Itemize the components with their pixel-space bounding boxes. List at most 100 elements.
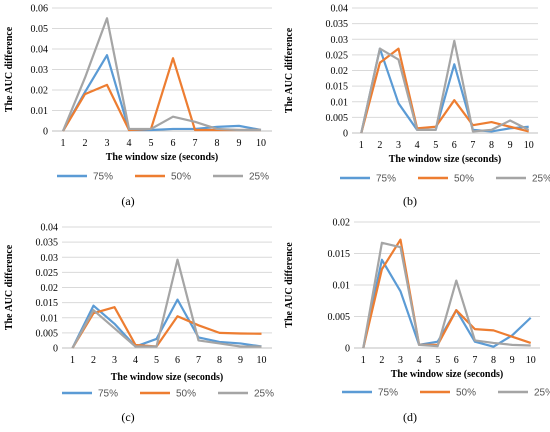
x-tick-label: 2: [83, 138, 88, 149]
y-tick-label: 0.02: [41, 283, 59, 294]
x-tick-label: 3: [396, 140, 401, 151]
y-tick-label: 0: [43, 127, 48, 138]
x-axis-title: The window size (seconds): [391, 369, 504, 380]
y-tick-label: 0.04: [31, 45, 49, 56]
x-tick-label: 8: [489, 140, 494, 151]
legend-label: 75%: [98, 389, 118, 400]
panel-caption-a: (a): [121, 194, 135, 208]
y-tick-label: 0.015: [328, 249, 351, 260]
y-tick-label: 0.01: [331, 97, 349, 108]
chart-panel-b: 0 0.005 0.01 0.015 0.02 0.025 0.03 0.035 0.04 1 2 3…: [280, 0, 550, 215]
y-tick-label: 0.025: [36, 268, 59, 279]
chart-panel-c: 0 0.005 0.01 0.015 0.02 0.025 0.03 0.035 0.04 1 2 3…: [0, 212, 275, 427]
x-tick-label: 8: [491, 355, 496, 366]
x-tick-label: 8: [217, 355, 222, 366]
chart-panel-d: 0 0.005 0.01 0.015 0.02 1 2 3 4 5 6 7 8 9 10 The window…: [280, 212, 550, 427]
x-tick-label: 5: [154, 355, 159, 366]
legend-label: 75%: [93, 172, 113, 183]
panel-caption-d: (d): [403, 410, 417, 424]
y-tick-label: 0.005: [36, 328, 59, 339]
x-tick-label: 10: [524, 140, 534, 151]
y-tick-label: 0.005: [326, 113, 349, 124]
legend-label: 50%: [176, 389, 196, 400]
x-tick-label: 3: [112, 355, 117, 366]
x-tick-label: 5: [433, 140, 438, 151]
x-tick-label: 7: [193, 138, 198, 149]
x-tick-label: 7: [472, 355, 477, 366]
chart-svg: 0 0.005 0.01 0.015 0.02 0.025 0.03 0.035 0.04 1 2 3…: [284, 4, 550, 185]
x-tick-label: 1: [361, 355, 366, 366]
y-axis-title: The AUC difference: [4, 26, 15, 112]
y-tick-label: 0.02: [333, 218, 351, 229]
x-tick-label: 6: [452, 140, 457, 151]
y-tick-label: 0: [345, 344, 350, 355]
y-tick-label: 0.05: [31, 24, 49, 35]
legend-label: 75%: [376, 174, 396, 185]
legend-label: 25%: [254, 389, 274, 400]
y-tick-label: 0.015: [36, 298, 59, 309]
chart-svg: 0 0.005 0.01 0.015 0.02 0.025 0.03 0.035 0.04 1 2 3…: [4, 223, 274, 400]
legend-label: 25%: [249, 172, 269, 183]
y-tick-label: 0: [343, 129, 348, 140]
legend-label: 50%: [456, 388, 476, 399]
x-tick-label: 4: [127, 138, 132, 149]
x-axis-title: The window size (seconds): [106, 152, 219, 163]
x-tick-label: 6: [171, 138, 176, 149]
x-tick-label: 7: [196, 355, 201, 366]
legend-label: 50%: [171, 172, 191, 183]
legend-label: 25%: [534, 388, 550, 399]
chart-panel-a: 0 0.01 0.02 0.03 0.04 0.05 0.06 1 2 3 4 5 6 7 8 9 10 The …: [0, 0, 275, 215]
x-tick-label: 9: [510, 355, 515, 366]
legend-label: 75%: [378, 388, 398, 399]
y-tick-label: 0.025: [326, 50, 349, 61]
y-tick-label: 0.04: [331, 4, 349, 15]
x-tick-label: 6: [175, 355, 180, 366]
chart-svg: 0 0.005 0.01 0.015 0.02 1 2 3 4 5 6 7 8 9 10 The window…: [284, 218, 550, 399]
y-tick-label: 0.02: [31, 86, 49, 97]
y-axis-title: The AUC difference: [284, 242, 295, 328]
series-line-25pct: [61, 17, 261, 132]
x-axis-title: The window size (seconds): [111, 372, 224, 383]
y-tick-label: 0.06: [31, 4, 49, 15]
y-axis-title: The AUC difference: [4, 244, 15, 330]
x-tick-label: 1: [61, 138, 66, 149]
x-tick-label: 10: [257, 355, 267, 366]
series-line-25pct: [71, 258, 262, 349]
x-tick-label: 4: [417, 355, 422, 366]
x-tick-label: 9: [237, 138, 242, 149]
series-line-50pct: [360, 47, 529, 134]
x-tick-label: 4: [415, 140, 420, 151]
x-tick-label: 6: [454, 355, 459, 366]
x-tick-label: 3: [398, 355, 403, 366]
x-tick-label: 5: [435, 355, 440, 366]
y-axis-title: The AUC difference: [284, 27, 295, 113]
x-tick-label: 2: [377, 140, 382, 151]
y-tick-label: 0.03: [41, 253, 59, 264]
y-tick-label: 0.03: [331, 35, 349, 46]
x-tick-label: 4: [133, 355, 138, 366]
chart-svg: 0 0.01 0.02 0.03 0.04 0.05 0.06 1 2 3 4 5 6 7 8 9 10 The …: [4, 4, 272, 183]
panel-caption-c: (c): [121, 410, 135, 424]
x-tick-label: 8: [215, 138, 220, 149]
y-tick-label: 0.03: [31, 65, 49, 76]
series-line-50pct: [362, 238, 532, 349]
x-tick-label: 2: [379, 355, 384, 366]
x-tick-label: 9: [508, 140, 513, 151]
series-line-25pct: [362, 241, 531, 349]
y-tick-label: 0.005: [328, 312, 351, 323]
x-tick-label: 1: [70, 355, 75, 366]
series-line-50pct: [71, 306, 262, 349]
series-line-25pct: [360, 39, 530, 134]
series-line-75pct: [71, 298, 262, 349]
y-tick-label: 0.015: [326, 82, 349, 93]
legend-label: 50%: [454, 174, 474, 185]
y-tick-label: 0.01: [31, 106, 49, 117]
series-line-75pct: [62, 54, 262, 132]
x-tick-label: 5: [149, 138, 154, 149]
y-tick-label: 0: [53, 344, 58, 355]
series-line-75pct: [360, 47, 529, 134]
panel-caption-b: (b): [403, 194, 417, 208]
y-tick-label: 0.01: [41, 313, 59, 324]
x-tick-label: 10: [526, 355, 536, 366]
x-tick-label: 2: [91, 355, 96, 366]
